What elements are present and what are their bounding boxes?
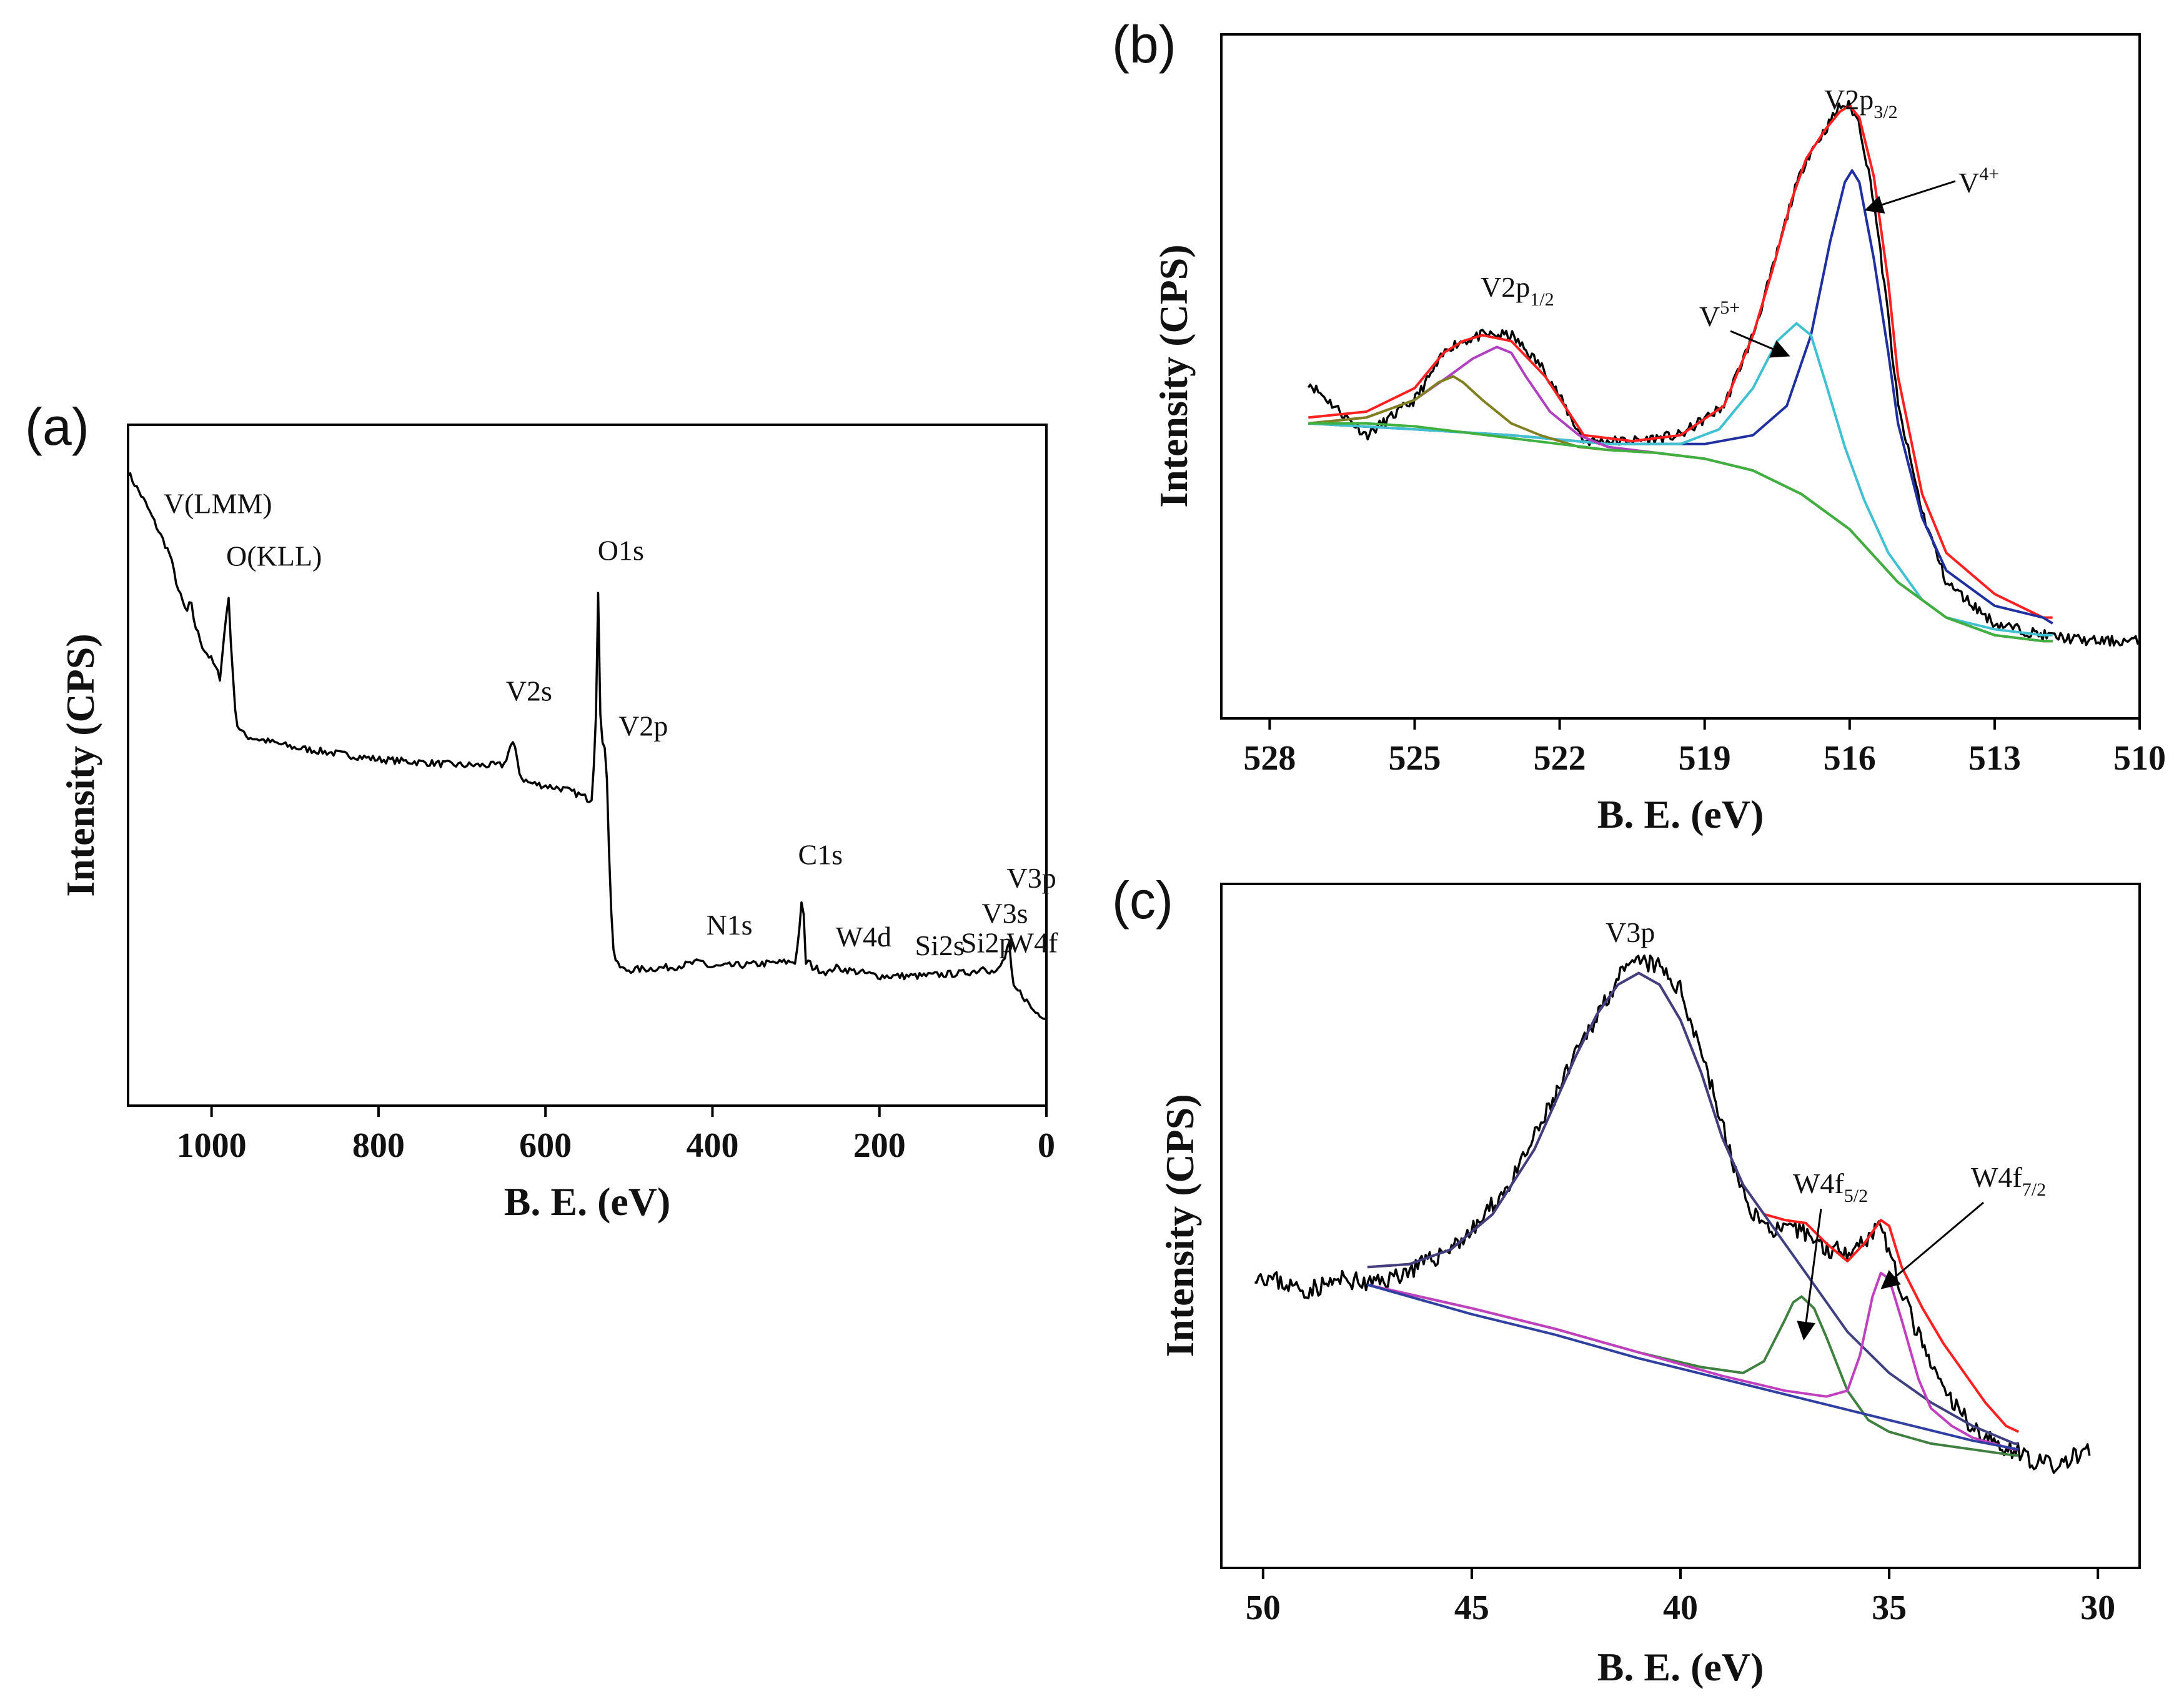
panel-c-series-v3p-component xyxy=(1367,971,2019,1445)
label-w4f72: W4f7/2 xyxy=(1971,1161,2046,1200)
panel-c-x-tick-label: 30 xyxy=(2080,1589,2115,1627)
panel-c-series-w4f7-2 xyxy=(1367,1271,2019,1451)
label-v3p: V3p xyxy=(1606,916,1655,948)
panel-c-letter: (c) xyxy=(1112,871,1173,930)
label-o1s: O1s xyxy=(598,534,644,566)
label-w4f52: W4f5/2 xyxy=(1793,1168,1868,1206)
label-n1s: N1s xyxy=(706,909,752,941)
panel-a-y-axis-title: Intensity (CPS) xyxy=(58,633,102,896)
panel-b-x-tick-label: 528 xyxy=(1243,739,1296,778)
label-v4plus: V4+ xyxy=(1958,164,1999,199)
panel-b-series-background xyxy=(1308,422,2053,643)
panel-c-series-envelope xyxy=(1367,971,2020,1433)
panel-c-x-tick-label: 50 xyxy=(1246,1589,1281,1627)
label-o-kll: O(KLL) xyxy=(226,540,322,572)
arrow-v4plus xyxy=(1864,180,1956,214)
label-w4d: W4d xyxy=(836,921,891,953)
panel-c-y-axis-title: Intensity (CPS) xyxy=(1158,1094,1202,1357)
label-v2p: V2p xyxy=(618,710,668,742)
label-si2p: Si2p xyxy=(961,926,1013,958)
label-v-lmm: V(LMM) xyxy=(164,487,272,519)
panel-a-x-tick-label: 1000 xyxy=(177,1126,247,1165)
panel-c-series-w4f5-2 xyxy=(1367,1283,2019,1457)
label-v3s: V3s xyxy=(981,897,1028,929)
panel-b-series-v2p1-2-v4 xyxy=(1308,375,2053,643)
panel-b-x-tick-label: 510 xyxy=(2113,739,2166,778)
panel-a-letter: (a) xyxy=(25,397,89,456)
panel-b-x-axis-title: B. E. (eV) xyxy=(1597,792,1764,836)
panel-b-series-raw xyxy=(1307,99,2141,647)
label-v2p32: V2p3/2 xyxy=(1824,84,1898,122)
panel-a-survey-spectrum: (a) 1000 800 600 400 200 0 V(LMM) O(KLL) O1s V2s… xyxy=(25,397,1058,1224)
label-v5plus: V5+ xyxy=(1699,297,1740,332)
panel-b-v2p-spectrum: (b) 528 525 522 519 516 513 510 V2p3/2 V2p1/2 … xyxy=(1112,15,2166,836)
panel-c-x-tick-label: 40 xyxy=(1663,1589,1698,1627)
panel-b-x-tick-label: 513 xyxy=(1968,739,2021,778)
panel-a-x-tick-label: 600 xyxy=(519,1126,572,1165)
arrow-w4f72 xyxy=(1880,1201,1984,1289)
panel-c-v3p-w4f-spectrum: (c) 50 45 40 35 30 V3p W4f5/2 W4f7/2 B. E. (… xyxy=(1112,871,2141,1689)
panel-a-x-tick-label: 200 xyxy=(853,1126,906,1165)
panel-a-x-axis-title: B. E. (eV) xyxy=(504,1179,671,1224)
panel-b-x-tick-label: 519 xyxy=(1679,739,1731,778)
label-v3p: V3p xyxy=(1007,862,1056,894)
panel-b-y-axis-title: Intensity (CPS) xyxy=(1151,244,1196,507)
panel-b-letter: (b) xyxy=(1112,15,1176,74)
panel-b-x-tick-label: 516 xyxy=(1824,739,1876,778)
panel-a-x-tick-label: 400 xyxy=(686,1126,738,1165)
panel-a-x-tick-label: 800 xyxy=(352,1126,405,1165)
label-si2s: Si2s xyxy=(915,930,965,961)
panel-a-plot-frame xyxy=(127,424,1048,1107)
panel-b-x-tick-label: 522 xyxy=(1534,739,1586,778)
panel-c-series-background xyxy=(1367,1283,2019,1451)
label-v2p12: V2p1/2 xyxy=(1481,271,1554,310)
label-c1s: C1s xyxy=(798,839,843,871)
panel-b-x-tick-label: 525 xyxy=(1388,739,1441,778)
panel-b-series-envelope xyxy=(1308,104,2053,619)
panel-a-x-tick-label: 0 xyxy=(1038,1126,1055,1165)
arrow-w4f52 xyxy=(1797,1208,1822,1341)
panel-a-series-survey xyxy=(127,472,1047,1020)
panel-b-series-v5 xyxy=(1308,322,2053,637)
panel-c-series-raw xyxy=(1254,955,2091,1474)
panel-b-plot-frame xyxy=(1220,33,2141,720)
panel-c-x-tick-label: 45 xyxy=(1454,1589,1489,1627)
panel-c-x-axis-title: B. E. (eV) xyxy=(1597,1645,1764,1689)
panel-c-x-tick-label: 35 xyxy=(1872,1589,1907,1627)
arrow-v5plus xyxy=(1730,330,1790,358)
label-w4f: W4f xyxy=(1007,926,1058,958)
label-v2s: V2s xyxy=(506,675,552,707)
